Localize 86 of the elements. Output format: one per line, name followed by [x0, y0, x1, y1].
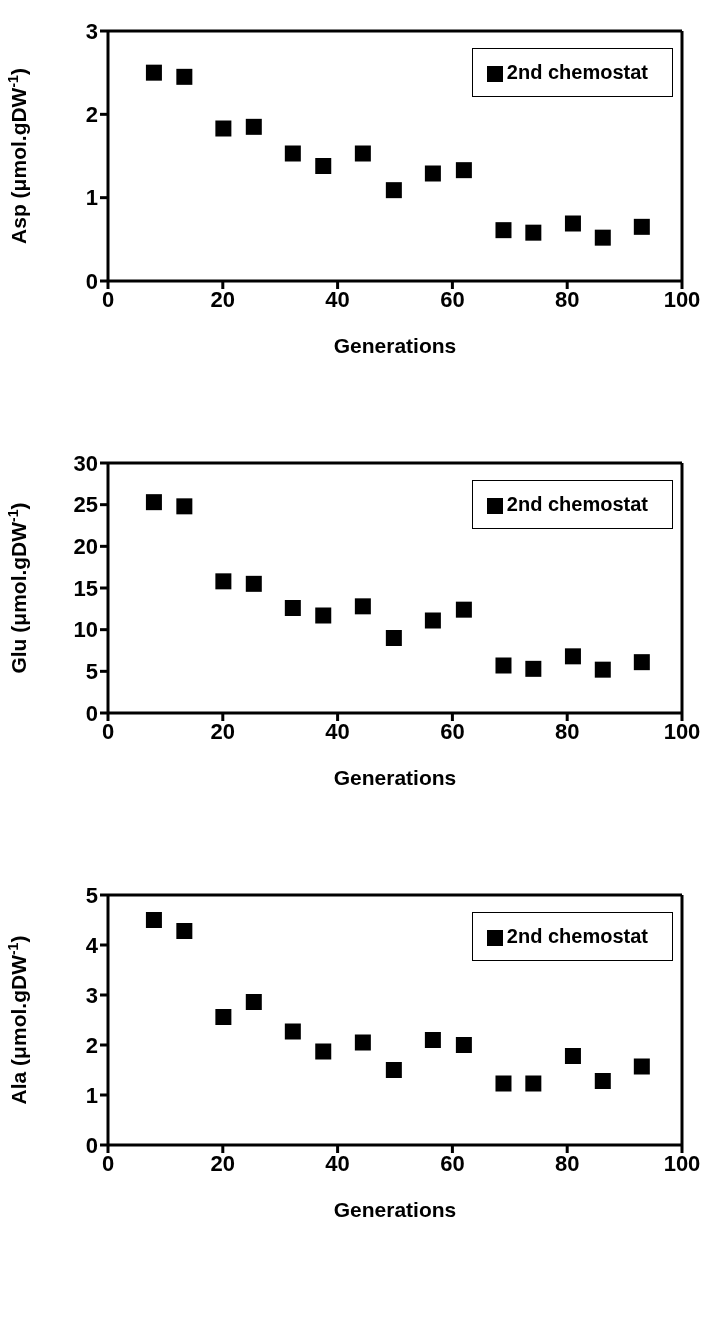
point	[525, 660, 542, 677]
legend-label: 2nd chemostat	[506, 61, 648, 83]
x-tick-label: 60	[440, 718, 465, 744]
point	[176, 498, 193, 515]
x-tick-label: 60	[440, 286, 465, 312]
y-tick-label: 0	[85, 268, 98, 294]
point	[594, 229, 611, 246]
y-tick-label: 25	[73, 492, 98, 518]
x-tick-label: 100	[663, 1150, 701, 1176]
point	[564, 648, 581, 665]
x-tick-label: 40	[325, 286, 350, 312]
x-tick-label: 20	[210, 718, 236, 744]
point	[245, 118, 262, 135]
point	[176, 68, 193, 85]
y-tick-label: 2	[85, 102, 98, 128]
x-tick-label: 0	[101, 286, 115, 312]
point	[284, 600, 301, 616]
y-tick-label: 1	[85, 185, 98, 211]
point	[594, 1073, 611, 1089]
point	[525, 1075, 542, 1092]
point	[525, 224, 542, 241]
point	[455, 601, 472, 618]
x-tick-label: 40	[325, 718, 350, 744]
point	[424, 165, 441, 182]
y-tick-label: 15	[73, 575, 98, 601]
point	[564, 1048, 581, 1064]
point	[354, 1034, 371, 1051]
point	[424, 1032, 441, 1048]
point	[215, 120, 232, 137]
point	[385, 630, 402, 646]
point	[315, 607, 332, 624]
y-tick-label: 10	[73, 617, 98, 643]
point	[245, 575, 262, 592]
y-tick-label: 30	[73, 450, 98, 476]
point	[145, 912, 162, 928]
point	[145, 494, 162, 511]
x-axis-title: Generations	[333, 766, 457, 789]
point	[354, 598, 371, 615]
point	[424, 612, 441, 629]
point	[633, 1058, 650, 1075]
point	[354, 145, 371, 162]
point	[284, 1023, 301, 1040]
y-tick-label: 0	[85, 1132, 98, 1158]
point	[145, 64, 162, 81]
y-tick-label: 5	[85, 659, 98, 685]
x-tick-label: 60	[440, 1150, 465, 1176]
x-axis-title: Generations	[333, 334, 457, 357]
x-tick-label: 20	[210, 1150, 236, 1176]
y-tick-label: 5	[85, 882, 98, 908]
x-tick-label: 80	[554, 718, 580, 744]
point	[455, 162, 472, 179]
point	[633, 654, 650, 671]
point	[215, 1009, 232, 1025]
x-tick-label: 20	[210, 286, 236, 312]
x-tick-label: 100	[663, 718, 701, 744]
y-tick-label: 4	[85, 932, 99, 958]
point	[215, 573, 232, 590]
legend-label: 2nd chemostat	[506, 925, 648, 947]
y-tick-label: 3	[85, 982, 98, 1008]
x-tick-label: 0	[101, 718, 115, 744]
y-tick-label: 2	[85, 1032, 98, 1058]
x-axis-title: Generations	[333, 1198, 457, 1221]
point	[315, 158, 332, 174]
point	[284, 145, 301, 162]
legend-label: 2nd chemostat	[506, 493, 648, 515]
x-tick-label: 100	[663, 286, 701, 312]
point	[495, 1075, 512, 1092]
point	[315, 1043, 332, 1060]
point	[455, 1037, 472, 1053]
point	[564, 215, 581, 232]
point	[594, 661, 611, 678]
y-tick-label: 3	[85, 18, 98, 44]
x-tick-label: 80	[554, 1150, 580, 1176]
x-tick-label: 80	[554, 286, 580, 312]
point	[495, 222, 512, 239]
point	[633, 218, 650, 235]
x-tick-label: 0	[101, 1150, 115, 1176]
point	[245, 994, 262, 1010]
y-tick-label: 0	[85, 700, 98, 726]
point	[176, 923, 193, 939]
point	[495, 657, 512, 674]
y-tick-label: 20	[73, 534, 98, 560]
y-tick-label: 1	[85, 1082, 98, 1108]
x-tick-label: 40	[325, 1150, 350, 1176]
point	[385, 182, 402, 199]
point	[385, 1062, 402, 1078]
